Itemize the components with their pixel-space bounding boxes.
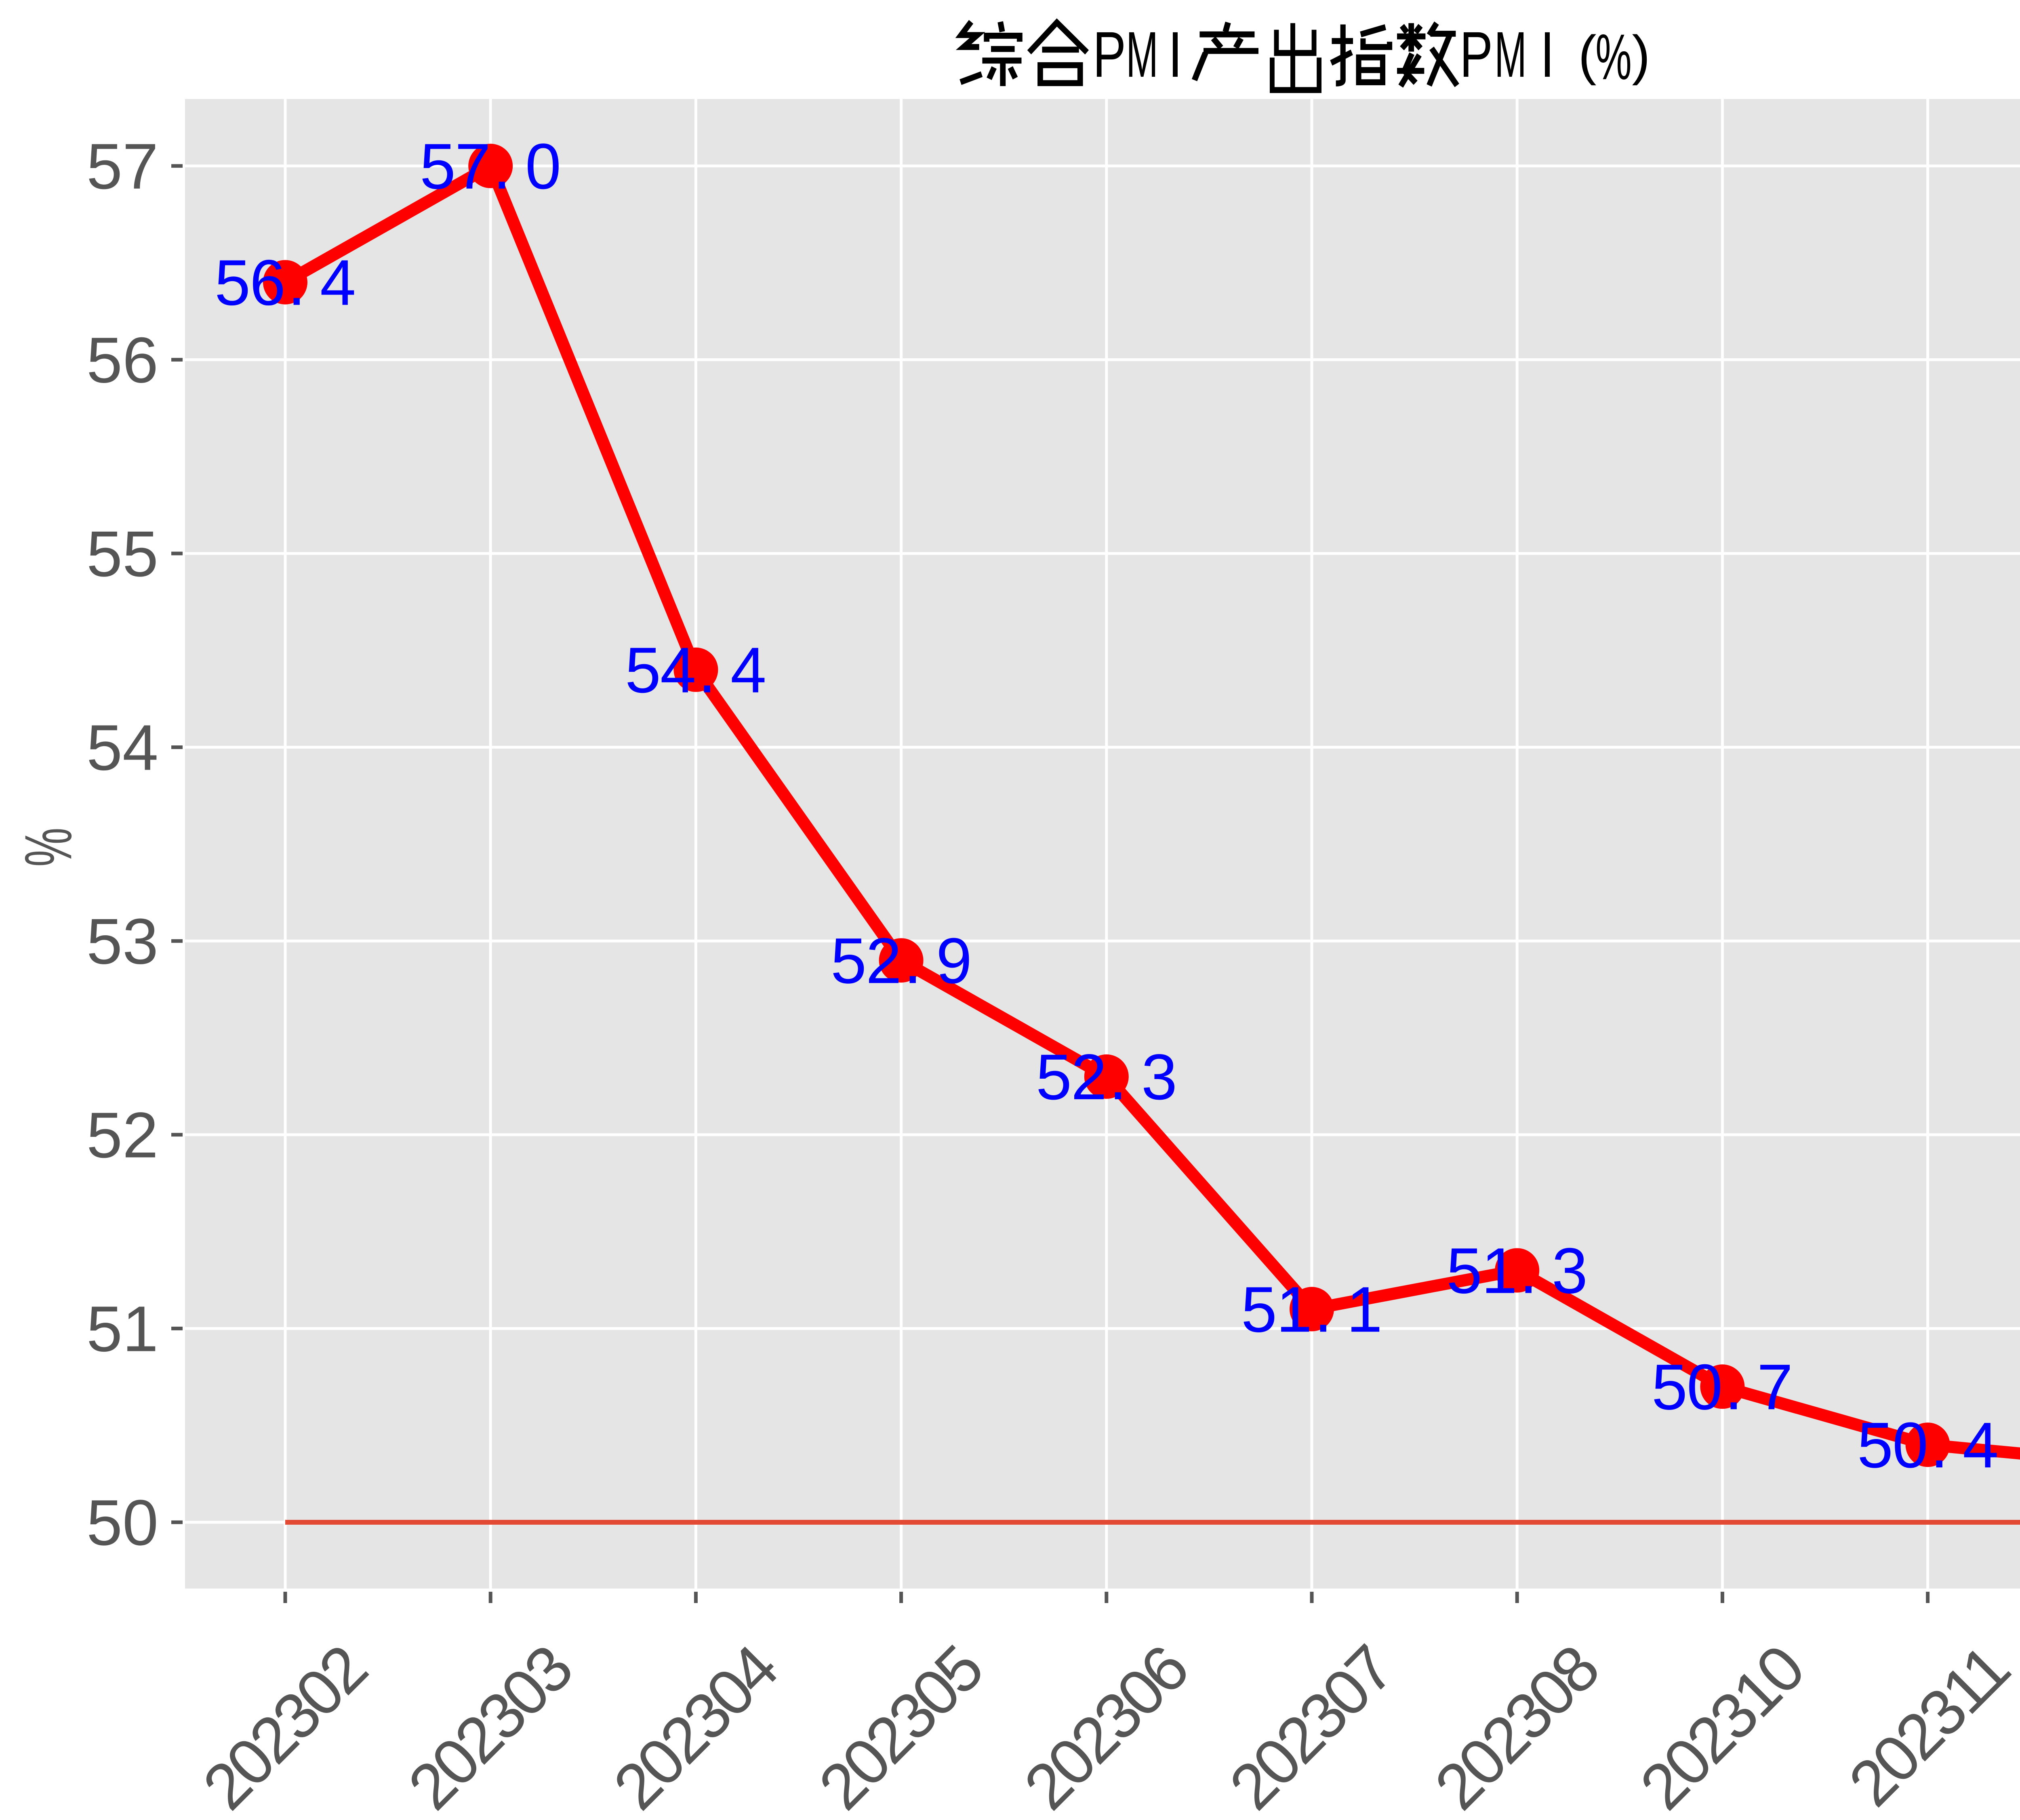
svg-text:56: 56 bbox=[86, 324, 158, 396]
svg-text:52: 52 bbox=[86, 1099, 158, 1171]
svg-text:(: ( bbox=[1578, 24, 1596, 86]
svg-text:): ) bbox=[1632, 24, 1650, 86]
svg-text:51: 51 bbox=[86, 1292, 158, 1365]
svg-text:M: M bbox=[1126, 19, 1158, 90]
svg-text:%: % bbox=[1595, 21, 1632, 93]
svg-text:51.1: 51.1 bbox=[1241, 1273, 1382, 1345]
svg-text:54: 54 bbox=[86, 711, 158, 784]
svg-text:50.4: 50.4 bbox=[1857, 1409, 1999, 1481]
svg-text:57.0: 57.0 bbox=[420, 130, 561, 202]
svg-text:P: P bbox=[1093, 19, 1126, 91]
svg-text:P: P bbox=[1460, 19, 1493, 91]
svg-text:52.3: 52.3 bbox=[1036, 1041, 1177, 1113]
svg-text:50.7: 50.7 bbox=[1652, 1351, 1793, 1423]
svg-text:52.9: 52.9 bbox=[831, 924, 972, 997]
svg-text:54.4: 54.4 bbox=[625, 634, 766, 706]
svg-text:55: 55 bbox=[86, 518, 158, 590]
svg-text:M: M bbox=[1494, 19, 1527, 90]
svg-text:56.4: 56.4 bbox=[215, 246, 356, 319]
svg-text:57: 57 bbox=[86, 130, 158, 202]
svg-text:51.3: 51.3 bbox=[1446, 1235, 1588, 1307]
svg-text:I: I bbox=[1540, 18, 1555, 90]
svg-text:%: % bbox=[11, 828, 85, 867]
svg-text:50: 50 bbox=[86, 1486, 158, 1559]
svg-text:53: 53 bbox=[86, 905, 158, 977]
svg-text:I: I bbox=[1168, 18, 1183, 90]
